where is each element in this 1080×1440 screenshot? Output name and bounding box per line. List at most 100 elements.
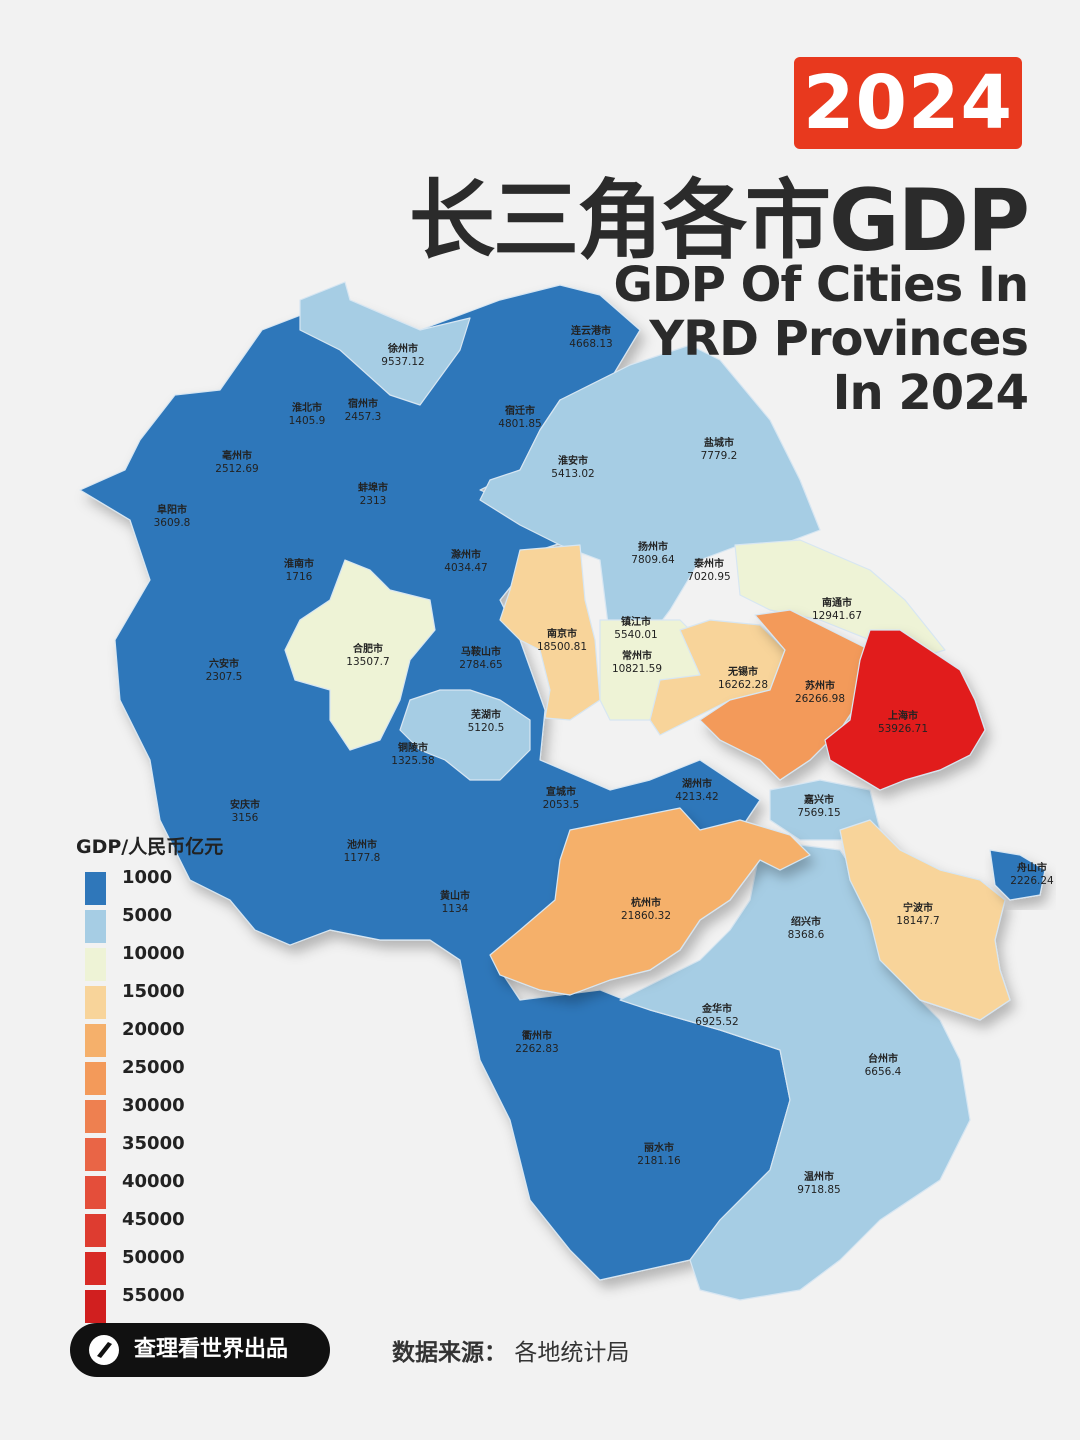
region-shanghai — [824, 629, 986, 791]
city-name: 杭州市 — [631, 896, 661, 909]
legend-item: 45000 — [76, 1209, 223, 1247]
city-gdp-value: 7809.64 — [631, 554, 675, 566]
region-hefei — [284, 559, 436, 751]
region-jiangsu-east — [479, 344, 821, 651]
city-gdp-value: 4801.85 — [498, 418, 541, 430]
legend-label: 15000 — [122, 981, 185, 1002]
legend-item: 5000 — [76, 905, 223, 943]
title-english-line-2: YRD Provinces — [649, 311, 1029, 367]
city-gdp-value: 7569.15 — [797, 807, 840, 819]
city-gdp-value: 2262.83 — [515, 1043, 558, 1055]
city-name: 滁州市 — [451, 548, 481, 561]
city-gdp-value: 3609.8 — [154, 517, 191, 529]
city-name: 舟山市 — [1017, 861, 1047, 874]
city-gdp-value: 6656.4 — [865, 1066, 902, 1078]
legend-swatch — [85, 986, 106, 1019]
legend-item: 1000 — [76, 867, 223, 905]
legend-label: 40000 — [122, 1171, 185, 1192]
producer-logo-icon — [89, 1335, 119, 1365]
city-name: 淮北市 — [292, 401, 322, 414]
city-gdp-value: 10821.59 — [612, 663, 662, 675]
city-name: 台州市 — [868, 1052, 898, 1065]
city-gdp-value: 2512.69 — [215, 463, 258, 475]
city-gdp-value: 1177.8 — [344, 852, 381, 864]
city-gdp-value: 18500.81 — [537, 641, 587, 653]
city-name: 马鞍山市 — [461, 645, 501, 658]
legend-item: 40000 — [76, 1171, 223, 1209]
city-gdp-value: 8368.6 — [788, 929, 825, 941]
legend-swatch — [85, 1138, 106, 1171]
legend: GDP/人民币亿元 1000 5000 10000 15000 20000 25000 30… — [76, 832, 223, 1323]
region-ningbo — [839, 819, 1011, 1021]
city-name: 嘉兴市 — [803, 793, 834, 806]
legend-label: 45000 — [122, 1209, 185, 1230]
city-name: 南通市 — [822, 596, 852, 609]
data-source-value: 各地统计局 — [514, 1340, 630, 1366]
legend-label: 25000 — [122, 1057, 185, 1078]
city-name: 温州市 — [804, 1170, 834, 1183]
region-wuxi — [649, 619, 786, 736]
city-gdp-value: 2457.3 — [345, 411, 382, 423]
legend-swatch — [85, 1214, 106, 1247]
legend-label: 1000 — [122, 867, 173, 888]
city-gdp-value: 1716 — [286, 571, 313, 583]
city-gdp-value: 5120.5 — [468, 722, 505, 734]
city-gdp-value: 9537.12 — [381, 356, 424, 368]
region-hangzhou — [489, 807, 811, 996]
legend-swatch — [85, 910, 106, 943]
legend-label: 5000 — [122, 905, 173, 926]
city-name: 上海市 — [888, 709, 918, 722]
city-name: 亳州市 — [222, 449, 252, 462]
city-name: 蚌埠市 — [358, 481, 388, 494]
city-gdp-value: 5540.01 — [614, 629, 657, 641]
legend-swatch — [85, 948, 106, 981]
producer-name: 查理看世界出品 — [134, 1337, 289, 1362]
region-wuhu — [399, 689, 531, 781]
city-gdp-value: 26266.98 — [795, 693, 845, 705]
city-name: 阜阳市 — [157, 503, 187, 516]
city-gdp-value: 18147.7 — [896, 915, 939, 927]
city-name: 安庆市 — [230, 798, 260, 811]
legend-item: 55000 — [76, 1285, 223, 1323]
legend-swatch — [85, 1252, 106, 1285]
city-name: 常州市 — [622, 649, 652, 662]
city-gdp-value: 12941.67 — [812, 610, 862, 622]
city-gdp-value: 16262.28 — [718, 679, 768, 691]
legend-item: 25000 — [76, 1057, 223, 1095]
city-name: 衢州市 — [522, 1029, 552, 1042]
city-gdp-value: 2313 — [360, 495, 387, 507]
city-name: 连云港市 — [571, 324, 611, 337]
city-name: 丽水市 — [644, 1141, 674, 1154]
legend-label: 30000 — [122, 1095, 185, 1116]
legend-label: 50000 — [122, 1247, 185, 1268]
city-gdp-value: 7020.95 — [687, 571, 730, 583]
title-english-line-1: GDP Of Cities In — [613, 257, 1029, 313]
city-gdp-value: 21860.32 — [621, 910, 671, 922]
legend-swatch — [85, 1062, 106, 1095]
city-gdp-value: 13507.7 — [346, 656, 389, 668]
city-gdp-value: 4668.13 — [569, 338, 612, 350]
title-chinese: 长三角各市GDP — [408, 171, 1030, 271]
city-gdp-value: 1405.9 — [289, 415, 326, 427]
